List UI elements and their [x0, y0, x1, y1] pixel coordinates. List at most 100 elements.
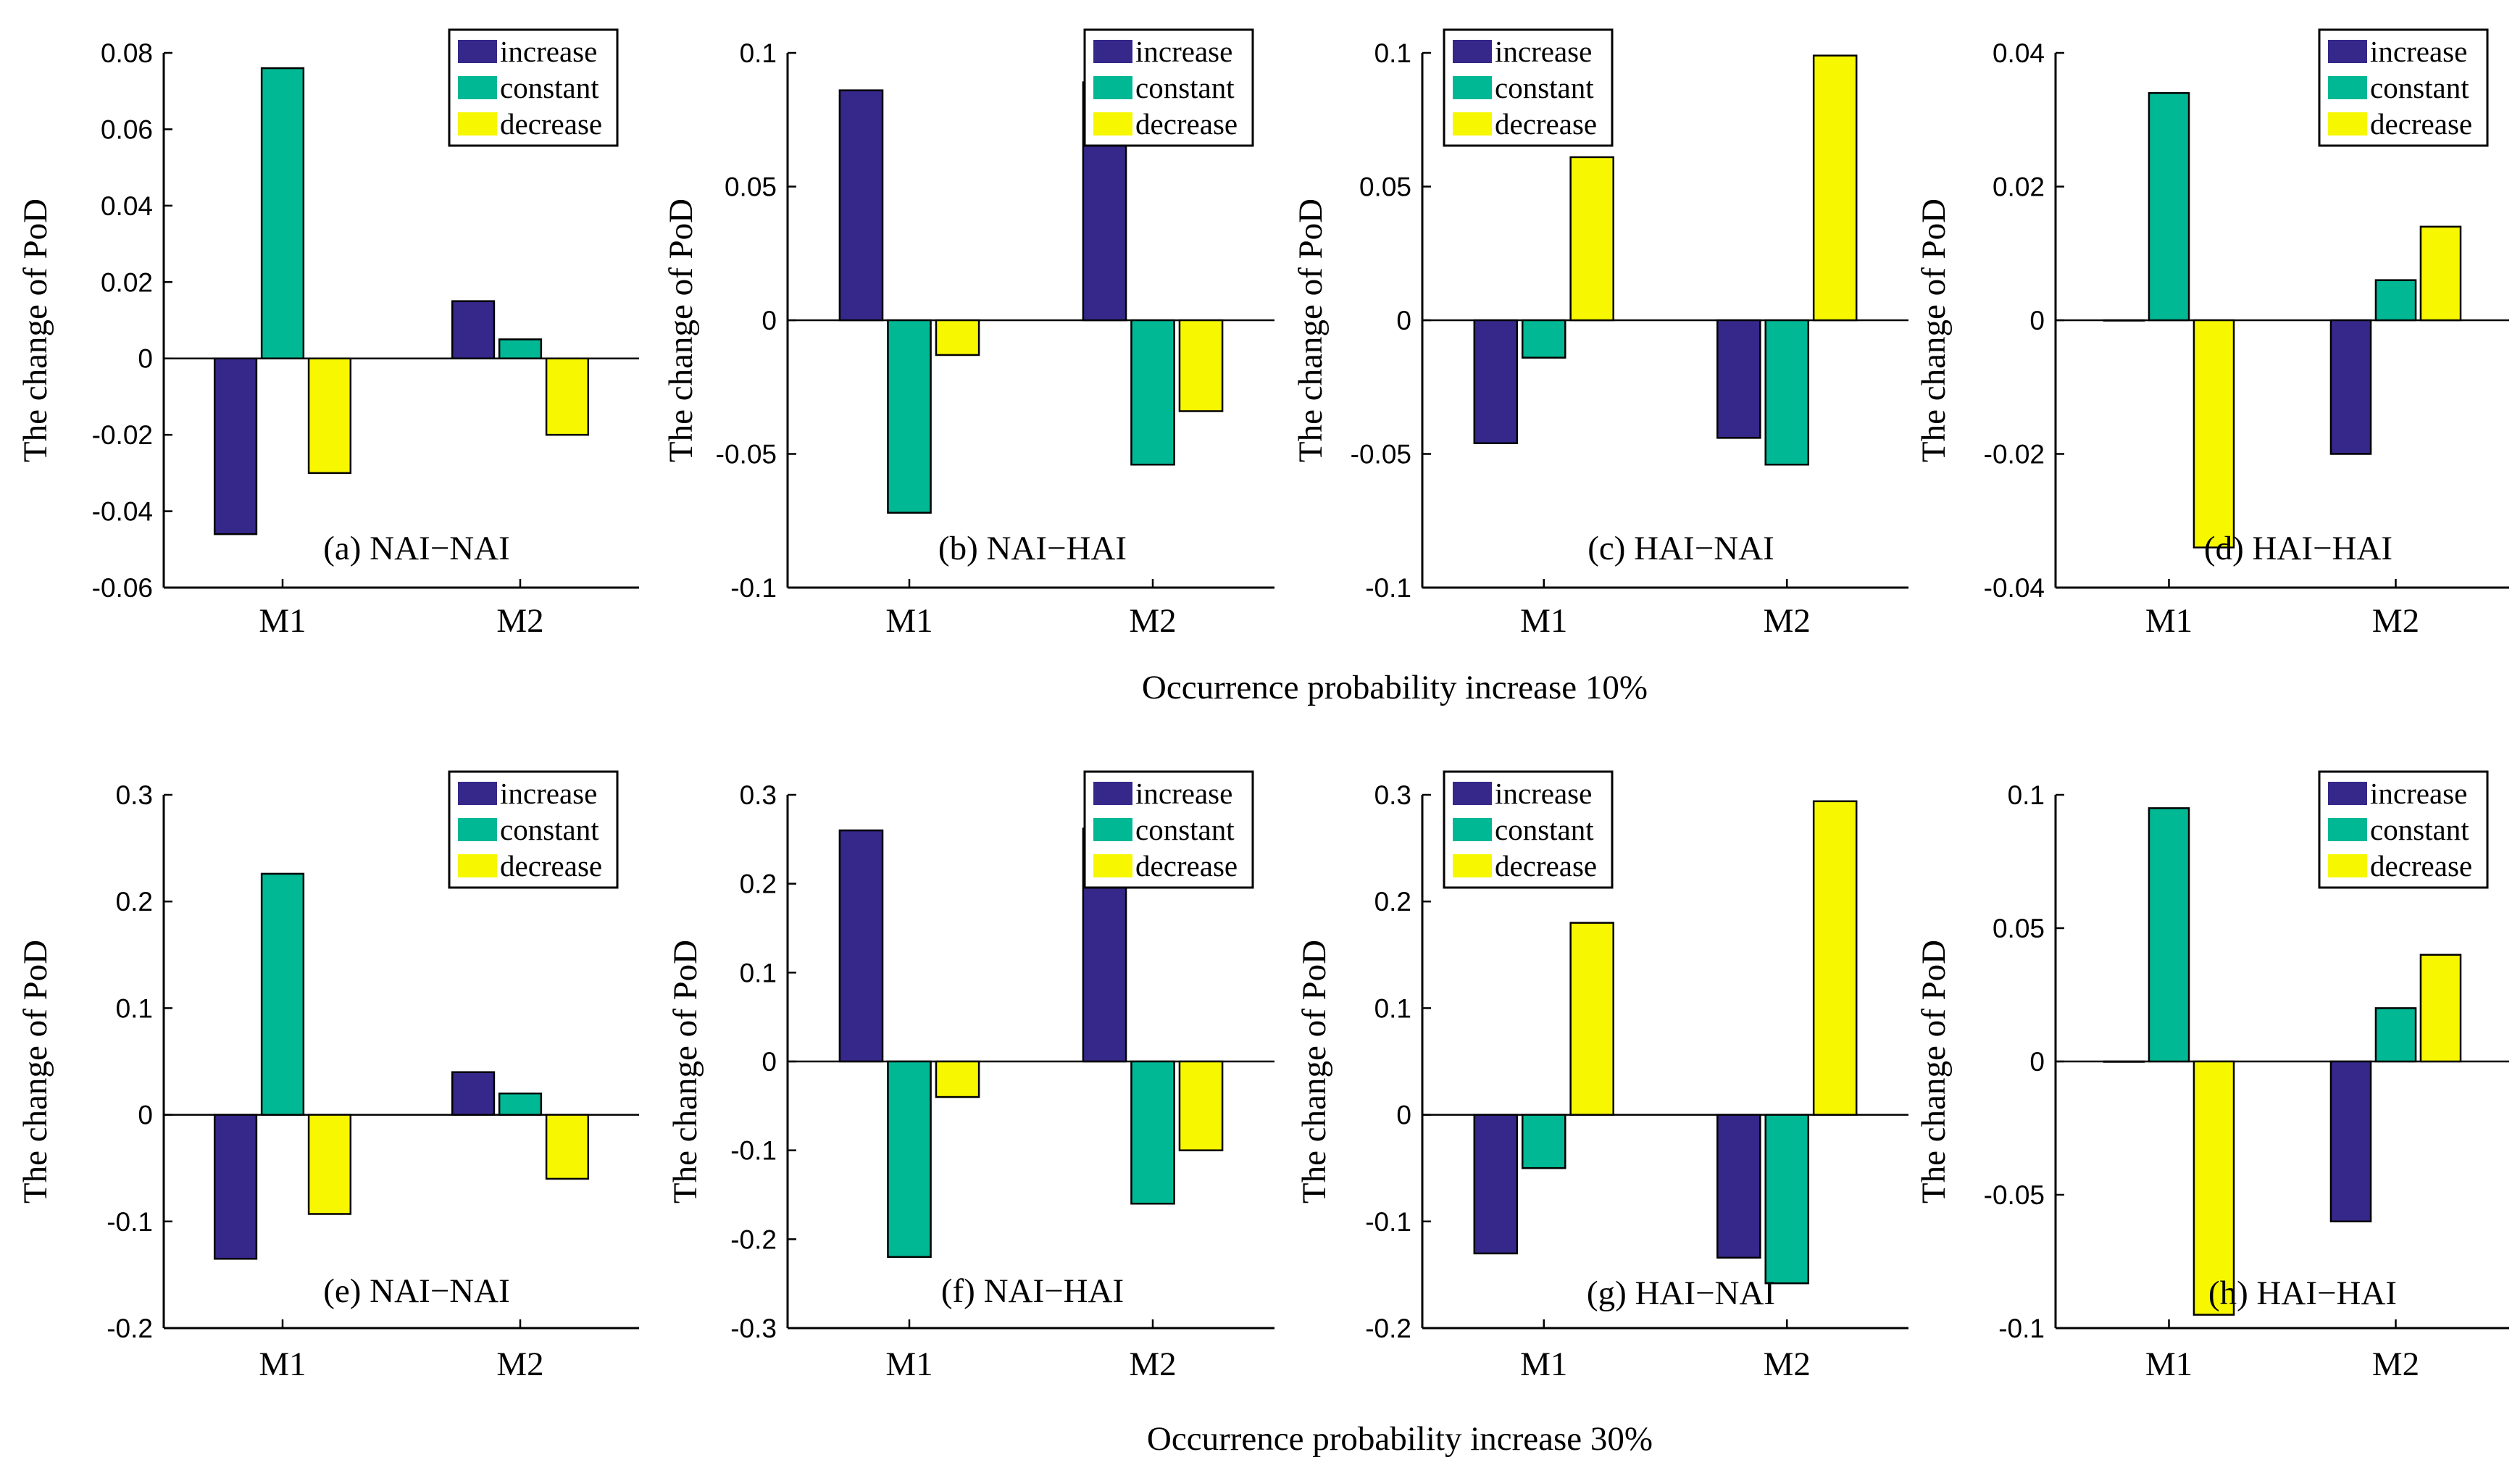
- bar-increase-m2: [1716, 1114, 1761, 1259]
- legend-label-constant: constant: [1495, 813, 1594, 846]
- bar-constant-m2: [498, 1092, 543, 1116]
- y-tick-label: -0.2: [730, 1224, 777, 1254]
- legend-swatch-constant: [1093, 76, 1132, 99]
- y-tick-label: 0.1: [1374, 38, 1411, 68]
- y-tick-label: 0.2: [740, 869, 777, 899]
- legend-label-increase: increase: [2370, 35, 2467, 68]
- panel-title: (h) HAI−HAI: [2208, 1274, 2397, 1312]
- y-tick-label: 0: [762, 1047, 777, 1077]
- y-tick-label: -0.1: [1998, 1314, 2045, 1343]
- legend-swatch-constant: [458, 818, 497, 841]
- panel-c: -0.1 -0.05 0 0.05 0.1 M1 M2 The change of PoD (c…: [1292, 28, 1908, 640]
- y-tick-label: -0.3: [730, 1314, 777, 1343]
- bar-increase-m2: [451, 300, 496, 359]
- legend-label-decrease: decrease: [1135, 107, 1238, 141]
- y-tick-label: -0.1: [730, 1136, 777, 1166]
- bar-decrease-m2: [545, 1114, 590, 1180]
- y-tick-label: -0.04: [92, 497, 153, 527]
- panel-f: -0.3 -0.2 -0.1 0 0.1 0.2 0.3 M1 M2 The change of …: [667, 770, 1274, 1383]
- bar-constant-m2: [2374, 279, 2417, 322]
- legend-swatch-constant: [458, 76, 497, 99]
- bar-decrease-m2: [1812, 800, 1858, 1116]
- legend-label-constant: constant: [1495, 71, 1594, 104]
- bar-increase-m1: [213, 357, 258, 535]
- panel-title: (g) HAI−NAI: [1587, 1274, 1775, 1312]
- legend-label-increase: increase: [1135, 35, 1232, 68]
- y-tick-label: 0: [1396, 306, 1411, 335]
- x-tick-label: M1: [885, 1345, 933, 1383]
- legend-label-increase: increase: [500, 777, 597, 810]
- bar-increase-m2: [451, 1071, 496, 1116]
- y-tick-label: -0.04: [1984, 573, 2045, 603]
- legend-label-decrease: decrease: [1495, 849, 1597, 882]
- row-caption-bottom: Occurrence probability increase 30%: [1147, 1420, 1653, 1458]
- y-tick-label: 0.3: [116, 780, 153, 810]
- legend-swatch-increase: [458, 40, 497, 63]
- y-tick-label: -0.2: [107, 1314, 153, 1343]
- legend-label-decrease: decrease: [1495, 107, 1597, 141]
- legend-label-decrease: decrease: [2370, 107, 2472, 141]
- legend-swatch-decrease: [1093, 854, 1132, 877]
- y-tick-label: -0.1: [107, 1207, 153, 1237]
- y-tick-label: 0.04: [1993, 38, 2045, 68]
- bar-increase-m2: [1716, 319, 1761, 439]
- x-tick-label: M2: [1764, 1345, 1811, 1383]
- x-tick-label: M1: [2145, 602, 2193, 640]
- bar-constant-m1: [260, 67, 305, 359]
- legend-swatch-decrease: [458, 112, 497, 135]
- bar-decrease-m2: [1178, 1060, 1224, 1151]
- panel-title: (f) NAI−HAI: [941, 1272, 1124, 1310]
- legend-label-decrease: decrease: [2370, 849, 2472, 882]
- y-tick-label: 0: [1396, 1101, 1411, 1130]
- y-tick-label: 0.02: [101, 267, 153, 297]
- y-tick-label: 0.3: [740, 780, 777, 810]
- y-tick-label: 0.1: [740, 958, 777, 988]
- bar-decrease-m1: [2193, 319, 2235, 548]
- legend-label-decrease: decrease: [1135, 849, 1238, 882]
- bar-constant-m1: [1521, 1114, 1566, 1169]
- x-tick-label: M2: [1764, 602, 1811, 640]
- bar-increase-m2: [2329, 319, 2372, 455]
- bar-constant-m1: [1521, 319, 1566, 359]
- y-tick-label: -0.1: [1365, 1207, 1411, 1237]
- y-tick-label: 0.1: [1374, 993, 1411, 1023]
- panel-title: (b) NAI−HAI: [938, 530, 1127, 567]
- panel-g: -0.2 -0.1 0 0.1 0.2 0.3 M1 M2 The change of PoD (…: [1296, 770, 1908, 1383]
- x-tick-label: M1: [2145, 1345, 2193, 1383]
- y-tick-label: 0.06: [101, 114, 153, 144]
- y-tick-label: -0.06: [92, 573, 153, 603]
- y-axis-label: The change of PoD: [1915, 940, 1953, 1203]
- legend-label-constant: constant: [2370, 71, 2469, 104]
- bar-increase-m1: [1473, 319, 1519, 444]
- legend-label-increase: increase: [1495, 777, 1592, 810]
- bar-constant-m1: [887, 1060, 932, 1259]
- x-tick-label: M1: [885, 602, 933, 640]
- x-tick-label: M2: [1129, 1345, 1176, 1383]
- bar-constant-m2: [1764, 319, 1810, 466]
- y-tick-label: 0.05: [1359, 172, 1411, 202]
- y-tick-label: -0.02: [92, 420, 153, 450]
- y-tick-label: 0.02: [1993, 172, 2045, 202]
- legend-swatch-decrease: [458, 854, 497, 877]
- y-tick-label: 0.1: [116, 993, 153, 1023]
- x-tick-label: M2: [496, 1345, 543, 1383]
- y-tick-label: 0.05: [1993, 914, 2045, 943]
- legend-label-decrease: decrease: [500, 107, 602, 141]
- bar-increase-m1: [1473, 1114, 1519, 1255]
- panel-h: -0.1 -0.05 0 0.05 0.1 M1 M2 The change of PoD (h…: [1915, 770, 2509, 1383]
- legend-swatch-constant: [1453, 818, 1492, 841]
- y-tick-label: 0: [138, 1101, 153, 1130]
- bar-decrease-m1: [2193, 1060, 2235, 1316]
- y-tick-label: -0.1: [1365, 573, 1411, 603]
- y-tick-label: 0.3: [1374, 780, 1411, 810]
- bar-constant-m2: [2374, 1007, 2417, 1063]
- legend-swatch-increase: [1093, 40, 1132, 63]
- legend-label-increase: increase: [2370, 777, 2467, 810]
- x-tick-label: M2: [2372, 1345, 2419, 1383]
- panel-b: -0.1 -0.05 0 0.05 0.1 M1 M2 The change of PoD (b…: [662, 28, 1274, 640]
- y-tick-label: 0.05: [725, 172, 777, 202]
- x-tick-label: M1: [259, 602, 306, 640]
- legend-label-constant: constant: [500, 813, 599, 846]
- legend-label-constant: constant: [500, 71, 599, 104]
